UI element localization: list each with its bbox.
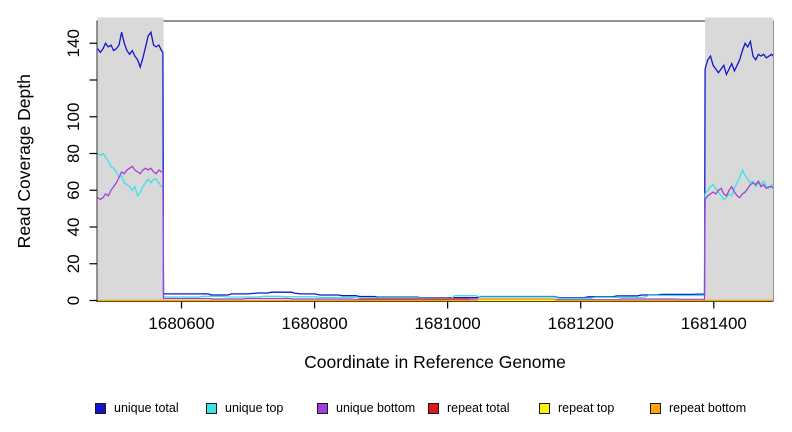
y-axis-tick-label: 0: [64, 296, 83, 305]
repeat-bottom-swatch-icon: [650, 403, 661, 414]
y-axis-title: Read Coverage Depth: [14, 74, 34, 248]
legend-item-unique-top: unique top: [206, 402, 283, 415]
series-line-unique-top: [97, 152, 774, 300]
legend-item-unique-total: unique total: [95, 402, 179, 415]
x-axis-tick-label: 1681400: [681, 314, 747, 333]
y-axis-tick-label: 140: [64, 29, 83, 57]
legend-label: unique bottom: [336, 401, 416, 415]
legend-label: unique total: [114, 401, 179, 415]
repeat-top-swatch-icon: [539, 403, 550, 414]
legend-label: repeat top: [558, 401, 615, 415]
y-axis-tick-label: 40: [64, 218, 83, 237]
series-line-unique-total: [97, 30, 774, 299]
series-line-repeat-bottom: [97, 298, 773, 302]
legend-item-repeat-bottom: repeat bottom: [650, 402, 746, 415]
highlight-region: [705, 17, 773, 301]
legend-label: repeat total: [447, 401, 510, 415]
y-axis-tick-label: 60: [64, 181, 83, 200]
x-axis-tick-label: 1681000: [415, 314, 481, 333]
x-axis-title: Coordinate in Reference Genome: [304, 352, 566, 372]
x-axis-tick-label: 1680800: [281, 314, 347, 333]
unique-total-swatch-icon: [95, 403, 106, 414]
plot-legend: unique total unique top unique bottom re…: [0, 402, 792, 426]
series-line-unique-bottom: [97, 165, 774, 301]
repeat-total-swatch-icon: [428, 403, 439, 414]
legend-item-repeat-total: repeat total: [428, 402, 510, 415]
unique-bottom-swatch-icon: [317, 403, 328, 414]
y-axis-tick-label: 100: [64, 103, 83, 131]
y-axis-tick-label: 20: [64, 254, 83, 273]
plot-box: [96, 20, 774, 302]
highlight-region: [97, 17, 164, 301]
legend-item-repeat-top: repeat top: [539, 402, 614, 415]
unique-top-swatch-icon: [206, 403, 217, 414]
legend-label: repeat bottom: [669, 401, 747, 415]
legend-label: unique top: [225, 401, 284, 415]
legend-item-unique-bottom: unique bottom: [317, 402, 415, 415]
y-axis-tick-label: 80: [64, 144, 83, 163]
x-axis-tick-label: 1681200: [548, 314, 614, 333]
x-axis-tick-label: 1680600: [148, 314, 214, 333]
